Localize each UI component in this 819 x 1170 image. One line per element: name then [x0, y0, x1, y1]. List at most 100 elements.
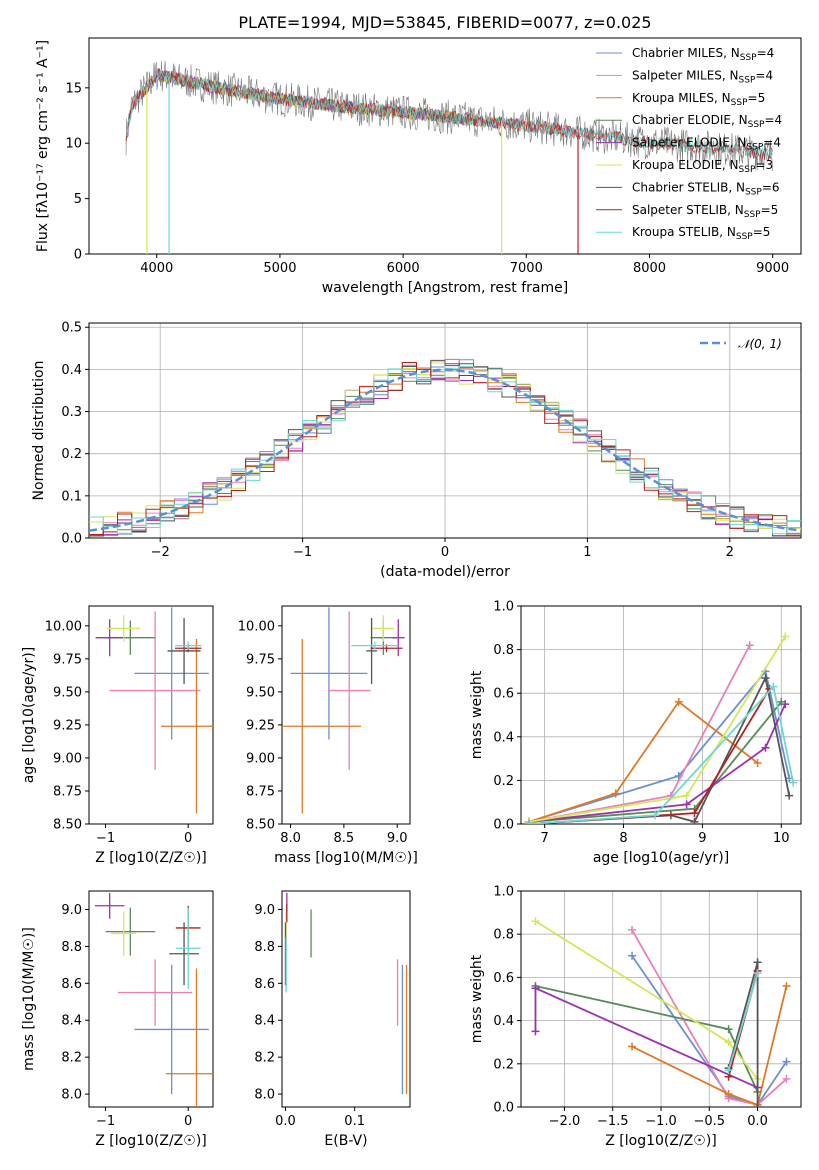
series-line — [631, 985, 788, 1106]
series-marker — [782, 1074, 791, 1083]
y-tick-label: 8.50 — [53, 818, 82, 833]
x-tick-label: 0.1 — [344, 1114, 365, 1129]
y-tick-label: 8.75 — [246, 784, 275, 799]
legend-entry-kroupa-elodie: Kroupa ELODIE, NSSP=3 — [596, 158, 773, 175]
residuals-panel: −2 −1 0 1 2 0.0 0.1 0.2 0.3 0.4 0.5 (data-model)/er… — [31, 321, 802, 580]
y-tick-label: 15 — [65, 81, 82, 96]
series-marker — [628, 925, 637, 934]
y-axis-label: Flux [fλ10⁻¹⁷ erg cm⁻² s⁻¹ A⁻¹] — [35, 40, 51, 252]
axes-frame — [520, 890, 802, 1108]
histograms — [89, 358, 801, 537]
series-marker — [724, 1066, 733, 1075]
x-tick-label: 8.5 — [334, 831, 355, 846]
y-tick-label: 0.1 — [61, 489, 82, 504]
series-chabrier-miles — [524, 667, 794, 824]
y-tick-label: 9.25 — [53, 718, 82, 733]
series-lines — [524, 632, 798, 824]
x-tick-label: −1.5 — [597, 1114, 629, 1129]
x-tick-label: −1 — [96, 1114, 115, 1129]
series-marker — [724, 1090, 733, 1099]
axes-frame — [88, 605, 214, 825]
x-tick-label: 9.0 — [387, 831, 408, 846]
x-axis-label: Z [log10(Z/Z☉)] — [95, 1133, 207, 1149]
series-line — [631, 929, 788, 1106]
series-line — [528, 703, 787, 823]
legend-label: Salpeter ELODIE, NSSP=4 — [632, 136, 781, 153]
y-tick-label: 8.4 — [254, 1014, 275, 1029]
axes-frame — [281, 605, 411, 825]
y-tick-label: 8.8 — [254, 940, 275, 955]
errorbar-chabrier-miles — [290, 607, 368, 740]
x-axis-label: age [log10(age/yr)] — [593, 850, 729, 866]
x-tick-label: 8 — [619, 831, 627, 846]
y-tick-label: 5 — [74, 192, 82, 207]
x-tick-label: 1 — [583, 545, 591, 560]
errorbar-kroupa-stelib — [351, 641, 399, 650]
mass-vs-ebv-panel: 0.0 0.1 8.0 8.2 8.4 8.6 8.8 9.0 E(B-V) — [254, 890, 411, 1149]
y-tick-label: 9.75 — [246, 652, 275, 667]
series-marker — [753, 958, 762, 967]
x-tick-label: 0.0 — [747, 1114, 768, 1129]
errorbar-kroupa-stelib — [175, 907, 201, 989]
series-line — [631, 955, 788, 1106]
series-marker — [724, 1025, 733, 1034]
errorbar-chabrier-stelib — [167, 617, 201, 684]
series-line — [727, 972, 759, 1071]
y-tick-label: 0.3 — [61, 405, 82, 420]
series-marker — [753, 969, 762, 978]
x-tick-label: −1 — [293, 545, 312, 560]
series-marker — [524, 820, 533, 824]
series-marker — [724, 1038, 733, 1047]
series-salpeter-miles — [628, 925, 791, 1107]
x-tick-label: 0 — [441, 545, 449, 560]
x-tick-label: 0.0 — [275, 1114, 296, 1129]
series-marker — [769, 682, 778, 691]
x-tick-label: 9 — [698, 831, 706, 846]
x-axis-label: E(B-V) — [324, 1133, 367, 1149]
series-marker — [745, 641, 754, 650]
y-tick-label: 8.8 — [61, 940, 82, 955]
histogram-salpeter-stelib — [89, 362, 801, 537]
x-tick-label: 0 — [184, 831, 192, 846]
series-salpeter-elodie — [531, 984, 762, 1092]
errorbar-chabrier-miles — [134, 964, 209, 1095]
series-line — [535, 920, 759, 1080]
errorbar-kroupa-elodie — [107, 615, 141, 642]
y-tick-label: 10.00 — [45, 619, 82, 634]
y-tick-label: 0.0 — [61, 532, 82, 547]
histogram-kroupa-elodie — [89, 362, 801, 534]
y-tick-label: 0.0 — [493, 818, 514, 833]
model-spectrum-salpeter-stelib — [125, 68, 773, 160]
x-tick-label: 2 — [726, 545, 734, 560]
errorbars — [284, 892, 408, 1095]
series-marker — [761, 743, 770, 752]
errorbar-kroupa-miles — [160, 639, 213, 814]
y-tick-label: 0.6 — [493, 687, 514, 702]
y-tick-label: 0 — [74, 248, 82, 263]
x-tick-label: −0.5 — [693, 1114, 725, 1129]
series-line — [528, 669, 791, 823]
y-tick-label: 0.2 — [493, 774, 514, 789]
x-axis-label: Z [log10(Z/Z☉)] — [605, 1133, 717, 1149]
errorbar-kroupa-stelib — [174, 641, 202, 650]
axes-frame — [88, 890, 214, 1108]
x-tick-label: 4000 — [140, 261, 173, 276]
x-tick-label: −2 — [151, 545, 170, 560]
y-tick-label: 9.00 — [246, 751, 275, 766]
legend-entry-salpeter-miles: Salpeter MILES, NSSP=4 — [596, 68, 773, 85]
series-line — [528, 700, 759, 823]
series-kroupa-miles — [628, 982, 791, 1107]
series-marker — [628, 1042, 637, 1051]
x-axis-label: mass [log10(M/M☉)] — [274, 850, 418, 866]
series-marker — [682, 791, 691, 800]
series-marker — [682, 800, 691, 809]
x-axis-label: wavelength [Angstrom, rest frame] — [322, 280, 568, 296]
series-line — [528, 684, 794, 824]
x-axis-label: Z [log10(Z/Z☉)] — [95, 850, 207, 866]
series-marker — [781, 632, 790, 641]
series-marker — [782, 982, 791, 991]
legend-entry-chabrier-miles: Chabrier MILES, NSSP=4 — [596, 46, 774, 63]
axes-frame — [88, 322, 802, 539]
errorbar-salpeter-elodie — [94, 892, 125, 919]
